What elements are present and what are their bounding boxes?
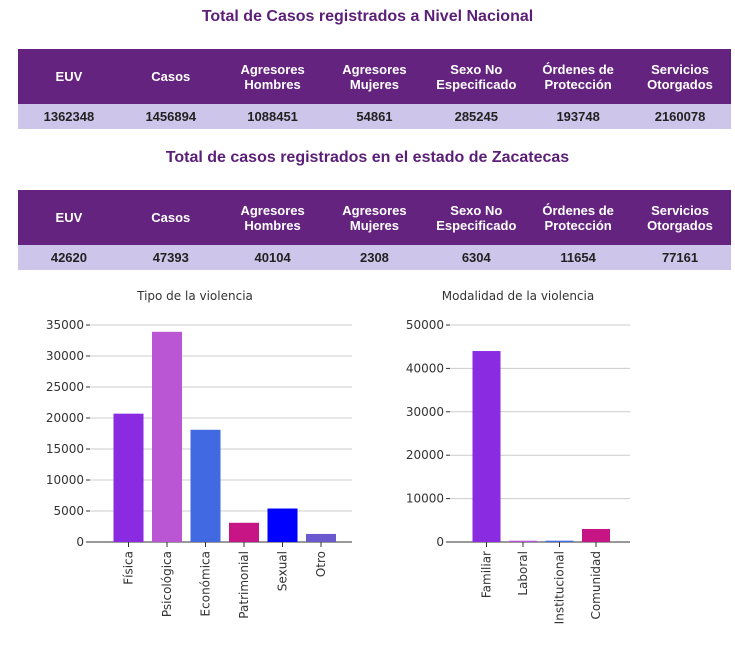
bar-modalidad-comunidad	[582, 528, 610, 542]
state-header-agresores-hombres: Agresores Hombres	[221, 190, 324, 245]
y-tick-label: 30000	[406, 405, 444, 419]
y-tick-label: 0	[436, 535, 444, 549]
national-header-agresores-mujeres: Agresores Mujeres	[323, 49, 426, 104]
bar-tipo-fisica	[113, 413, 144, 542]
national-value-euv: 1362348	[18, 104, 120, 129]
x-tick-label-patrimonial: Patrimonial	[237, 551, 251, 619]
national-title: Total de Casos registrados a Nivel Nacio…	[201, 8, 534, 25]
state-value-ordenes-proteccion: 11654	[527, 245, 630, 270]
bar-modalidad-laboral	[509, 540, 537, 542]
national-header-casos: Casos	[119, 49, 222, 104]
chart-modalidad-violencia-svg: Modalidad de la violencia 0 10000 20000 300…	[406, 289, 630, 624]
state-value-agresores-hombres: 40104	[221, 245, 324, 270]
bar-tipo-otro	[306, 533, 336, 542]
state-header-agresores-mujeres: Agresores Mujeres	[323, 190, 426, 245]
national-value-agresores-mujeres: 54861	[323, 104, 426, 129]
national-value-casos: 1456894	[119, 104, 222, 129]
chart-tipo-violencia-svg: Tipo de la violencia 0 5000 10000 15000 2000…	[46, 289, 352, 619]
national-header-servicios-otorgados: Servicios Otorgados	[629, 49, 731, 104]
y-tick-label: 20000	[46, 411, 84, 425]
y-tick-label: 30000	[46, 349, 84, 363]
x-tick-label-familiar: Familiar	[480, 551, 494, 598]
state-header-servicios-otorgados: Servicios Otorgados	[629, 190, 731, 245]
y-tick-label: 20000	[406, 448, 444, 462]
state-value-casos: 47393	[119, 245, 222, 270]
state-value-row: 42620 47393 40104 2308 6304 11654 77161	[18, 245, 731, 270]
y-tick-label: 10000	[46, 473, 84, 487]
x-tick-label-economica: Económica	[199, 551, 213, 616]
state-header-sexo-no-especificado: Sexo No Especificado	[425, 190, 528, 245]
state-value-sexo-no-especificado: 6304	[425, 245, 528, 270]
bar-modalidad-institucional	[545, 540, 574, 542]
bar-tipo-economica	[190, 429, 221, 542]
x-tick-label-comunidad: Comunidad	[589, 551, 603, 620]
x-tick-label-psicologica: Psicológica	[160, 551, 174, 617]
y-tick-label: 15000	[46, 442, 84, 456]
state-header-euv: EUV	[18, 190, 120, 245]
bar-tipo-sexual	[267, 508, 298, 542]
national-value-ordenes-proteccion: 193748	[527, 104, 630, 129]
state-header-row: EUV Casos Agresores Hombres Agresores Mu…	[18, 190, 731, 245]
national-header-row: EUV Casos Agresores Hombres Agresores Mu…	[18, 49, 731, 104]
y-tick-label: 40000	[406, 361, 444, 375]
national-value-row: 1362348 1456894 1088451 54861 285245 193…	[18, 104, 731, 129]
y-tick-label: 25000	[46, 380, 84, 394]
y-tick-label: 5000	[53, 504, 84, 518]
x-tick-label-laboral: Laboral	[516, 551, 530, 596]
y-tick-label: 10000	[406, 492, 444, 506]
national-header-sexo-no-especificado: Sexo No Especificado	[425, 49, 528, 104]
chart-modalidad-violencia: Modalidad de la violencia 0 10000 20000 300…	[395, 282, 735, 642]
national-header-euv: EUV	[18, 49, 120, 104]
national-header-agresores-hombres: Agresores Hombres	[221, 49, 324, 104]
bar-tipo-patrimonial	[229, 522, 259, 542]
state-header-ordenes-proteccion: Órdenes de Protección	[527, 190, 630, 245]
bar-tipo-psicologica	[152, 331, 182, 542]
national-value-sexo-no-especificado: 285245	[425, 104, 528, 129]
state-value-agresores-mujeres: 2308	[323, 245, 426, 270]
state-value-servicios-otorgados: 77161	[629, 245, 731, 270]
national-value-agresores-hombres: 1088451	[221, 104, 324, 129]
x-tick-label-sexual: Sexual	[276, 551, 290, 591]
x-tick-label-fisica: Física	[122, 551, 136, 585]
y-tick-label: 35000	[46, 318, 84, 332]
state-title: Total de casos registrados en el estado …	[165, 149, 570, 166]
chart-tipo-violencia-title: Tipo de la violencia	[136, 289, 253, 303]
x-tick-label-institucional: Institucional	[553, 551, 567, 624]
national-header-ordenes-proteccion: Órdenes de Protección	[527, 49, 630, 104]
chart-tipo-violencia: Tipo de la violencia 0 5000 10000 15000 2000…	[30, 282, 370, 642]
x-tick-label-otro: Otro	[314, 551, 328, 577]
state-value-euv: 42620	[18, 245, 120, 270]
state-header-casos: Casos	[119, 190, 222, 245]
chart-modalidad-violencia-title: Modalidad de la violencia	[442, 289, 594, 303]
national-value-servicios-otorgados: 2160078	[629, 104, 731, 129]
y-tick-label: 50000	[406, 318, 444, 332]
bar-modalidad-familiar	[472, 351, 501, 542]
y-tick-label: 0	[76, 535, 84, 549]
state-table: EUV Casos Agresores Hombres Agresores Mu…	[18, 190, 731, 270]
national-table: EUV Casos Agresores Hombres Agresores Mu…	[18, 49, 731, 129]
